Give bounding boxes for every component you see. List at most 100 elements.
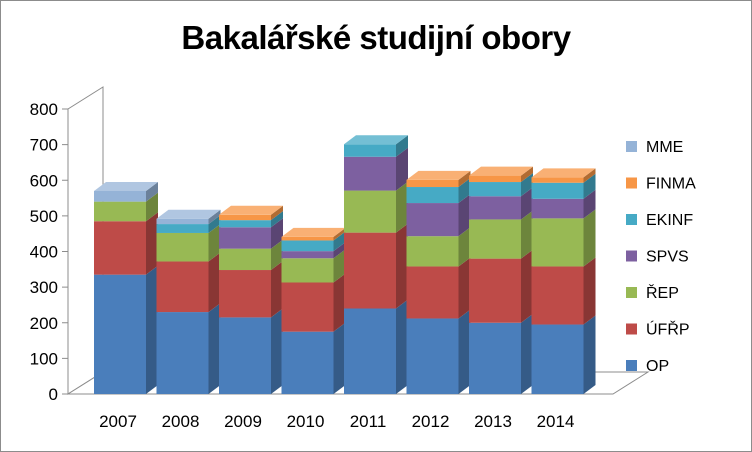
legend-label-mme: MME: [646, 139, 683, 156]
bar-2009-řep-side: [271, 239, 283, 271]
bar-2012-finma-front: [406, 179, 459, 188]
legend-label-řep: ŘEP: [646, 283, 679, 302]
legend-swatch-úfřp: [626, 323, 637, 335]
bar-2014-op-side: [583, 315, 596, 394]
bar-2008-úfřp-front: [156, 261, 209, 313]
legend-swatch-spvs: [626, 250, 637, 262]
bar-2014-ekinf-side: [583, 173, 596, 199]
legend-swatch-finma: [626, 177, 637, 189]
bar-2008-mme-front: [156, 218, 209, 225]
bar-2013-úfřp-side: [521, 249, 533, 323]
bar-2013-řep-side: [521, 210, 533, 259]
bar-2013-finma-top: [469, 166, 533, 176]
bar-2007-řep-side: [146, 192, 158, 222]
y-tick-label: 300: [30, 278, 58, 297]
x-tick-label: 2008: [162, 412, 200, 431]
bar-2009-spvs-side: [271, 218, 283, 249]
legend-label-spvs: SPVS: [646, 249, 689, 266]
legend-swatch-op: [626, 360, 637, 371]
bar-2014-řep-front: [531, 218, 584, 267]
bar-2008-řep-side: [208, 223, 221, 262]
bar-2009-finma-side: [271, 205, 283, 221]
bar-2012-ekinf-front: [406, 187, 459, 204]
x-tick-label: 2012: [412, 412, 450, 431]
bar-2009-spvs-front: [219, 227, 271, 249]
y-tick-label: 600: [30, 171, 58, 190]
bar-2007-mme-top: [94, 181, 158, 191]
y-tick-label: 0: [49, 385, 58, 404]
bar-2011-spvs-front: [344, 156, 396, 191]
bar-2008-úfřp-side: [208, 252, 221, 313]
x-tick-label: 2010: [287, 412, 325, 431]
bar-2007-op-side: [146, 265, 158, 394]
bar-2010-úfřp-front: [281, 282, 334, 332]
bar-2008-mme-top: [156, 209, 221, 219]
bar-2009-ekinf-front: [219, 220, 271, 228]
bar-2009-řep-front: [219, 248, 271, 271]
bar-2014-řep-side: [583, 209, 596, 267]
bar-2013-úfřp-front: [469, 258, 521, 323]
bar-2010-op-front: [281, 331, 334, 394]
legend-swatch-ekinf: [626, 214, 637, 225]
legend-swatch-řep: [626, 287, 637, 298]
bar-2012-spvs-side: [458, 194, 471, 237]
bar-2013-ekinf-side: [521, 173, 533, 197]
x-tick-label: 2007: [99, 412, 137, 431]
bar-2010-ekinf-side: [333, 231, 346, 252]
bar-2008-ekinf-side: [208, 215, 221, 233]
y-tick-label: 400: [30, 243, 58, 262]
bar-2014-finma-top: [531, 168, 596, 178]
bar-2010-úfřp-side: [333, 273, 346, 332]
bar-2014-finma-front: [531, 177, 584, 183]
bar-2011-op-front: [344, 308, 396, 394]
bar-2010-finma-side: [333, 227, 346, 241]
bar-2013-finma-side: [521, 166, 533, 183]
bar-2012-finma-side: [458, 170, 471, 188]
bar-2011-op-side: [396, 299, 408, 394]
bar-2013-op-side: [521, 313, 533, 394]
bar-2010-finma-front: [281, 236, 334, 241]
bar-2013-ekinf-front: [469, 182, 521, 197]
bar-2014-spvs-side: [583, 189, 596, 219]
bar-2010-spvs-front: [281, 251, 334, 259]
bar-2012-řep-side: [458, 227, 471, 267]
bar-2012-ekinf-side: [458, 178, 471, 204]
bar-2008-mme-side: [208, 209, 221, 225]
y-tick-label: 200: [30, 314, 58, 333]
bar-2007-úfřp-front: [94, 221, 146, 275]
y-tick-label: 500: [30, 207, 58, 226]
y-tick-label: 100: [30, 349, 58, 368]
bar-2007-úfřp-side: [146, 212, 158, 275]
bar-2010-řep-side: [333, 249, 346, 283]
bar-2012-řep-front: [406, 236, 459, 267]
bar-2010-op-side: [333, 322, 346, 394]
chart-title: Bakalářské studijní obory: [181, 19, 571, 56]
legend-label-op: OP: [646, 358, 669, 375]
bar-2009-úfřp-side: [271, 261, 283, 318]
bar-2013-op-front: [469, 322, 521, 394]
bar-2014-úfřp-front: [531, 266, 584, 325]
bar-2013-spvs-side: [521, 187, 533, 220]
bar-2009-op-side: [271, 308, 283, 394]
bar-2014-op-front: [531, 324, 584, 394]
bar-2013-finma-front: [469, 175, 521, 183]
bar-2012-op-side: [458, 309, 471, 394]
bar-2011-řep-front: [344, 190, 396, 233]
bar-2012-op-front: [406, 318, 459, 394]
bar-2011-spvs-side: [396, 147, 408, 191]
legend-label-úfřp: ÚFŘP: [646, 320, 690, 339]
bar-2014-úfřp-side: [583, 257, 596, 325]
bar-2014-finma-side: [583, 168, 596, 183]
bar-2011-úfřp-front: [344, 232, 396, 309]
bar-2009-finma-top: [219, 205, 283, 215]
bar-2014-spvs-front: [531, 198, 584, 219]
bar-2007-op-front: [94, 274, 146, 394]
bar-2013-spvs-front: [469, 196, 521, 220]
bar-2008-op-front: [156, 312, 209, 394]
bar-2008-ekinf-front: [156, 224, 209, 233]
bar-2011-ekinf-side: [396, 135, 408, 157]
x-tick-label: 2011: [350, 412, 387, 431]
bar-2009-ekinf-side: [271, 211, 283, 228]
bar-2008-op-side: [208, 303, 221, 394]
